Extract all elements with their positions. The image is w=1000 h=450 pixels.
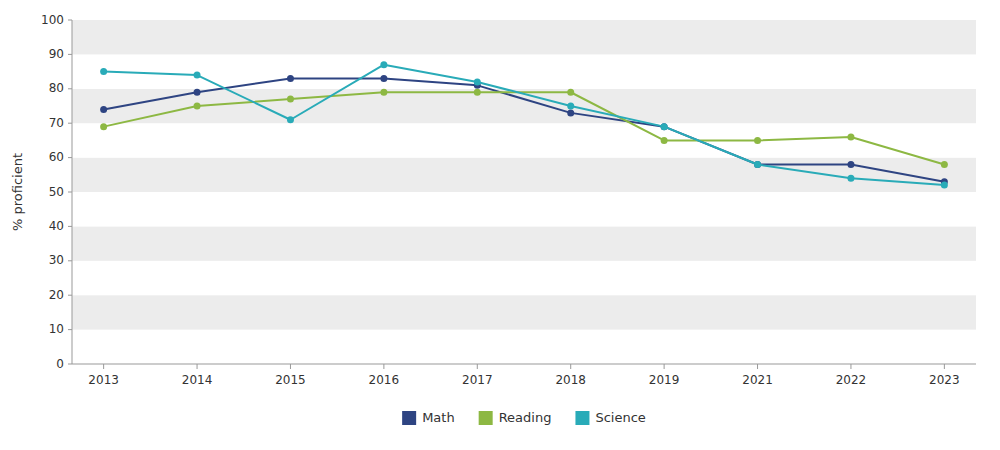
point [847,133,854,140]
legend-swatch [479,411,493,425]
point [474,78,481,85]
point [754,137,761,144]
point [194,89,201,96]
x-tick [383,364,384,369]
x-tick [103,364,104,369]
y-tick [68,295,72,296]
point [754,161,761,168]
point [380,75,387,82]
y-tick [68,157,72,158]
y-tick-label: 70 [49,116,64,130]
axes: 0 10 20 30 40 50 60 70 80 90 100 2013 2014 2015 2016 20… [41,13,976,388]
plot-area [100,61,948,188]
legend-item: Math [402,410,455,426]
legend-swatch [402,411,416,425]
point [380,61,387,68]
point [567,103,574,110]
point [661,123,668,130]
y-tick-label: 60 [49,150,64,164]
band [72,123,976,157]
band [72,330,976,364]
y-tick-label: 0 [56,357,64,371]
y-tick-label: 30 [49,253,64,267]
point [100,68,107,75]
y-tick-label: 20 [49,288,64,302]
point [194,72,201,79]
point [847,161,854,168]
point [941,161,948,168]
point [100,123,107,130]
x-tick-label: 2017 [462,373,493,387]
chart-container: 0 10 20 30 40 50 60 70 80 90 100 2013 2014 2015 2016 20… [0,0,1000,450]
x-tick [290,364,291,369]
y-tick [68,364,72,365]
y-axis-label: % proficient [10,153,25,231]
y-tick-label: 40 [49,219,64,233]
x-tick-label: 2018 [555,373,586,387]
x-tick [944,364,945,369]
x-tick-label: 2014 [182,373,213,387]
point [941,182,948,189]
legend-swatch [575,411,589,425]
band [72,192,976,226]
y-tick [68,20,72,21]
series-line [104,92,945,164]
point [661,137,668,144]
y-tick-label: 10 [49,322,64,336]
point [380,89,387,96]
x-tick-label: 2021 [742,373,773,387]
x-tick [197,364,198,369]
legend-item: Reading [479,410,552,426]
y-tick [68,123,72,124]
y-tick [68,192,72,193]
y-tick [68,226,72,227]
x-tick [850,364,851,369]
series-line [104,65,945,185]
y-tick-label: 100 [41,13,64,27]
x-tick-label: 2019 [649,373,680,387]
x-tick [664,364,665,369]
legend-label: Science [595,410,645,425]
legend-item: Science [575,410,645,426]
chart-svg: 0 10 20 30 40 50 60 70 80 90 100 2013 2014 2015 2016 20… [0,0,1000,450]
band [72,20,976,54]
point [474,89,481,96]
y-tick [68,88,72,89]
band [72,226,976,260]
y-tick [68,54,72,55]
band [72,158,976,192]
y-tick-label: 50 [49,185,64,199]
band [72,54,976,88]
x-tick-label: 2013 [88,373,119,387]
point [194,103,201,110]
point [100,106,107,113]
band [72,295,976,329]
y-tick-label: 90 [49,47,64,61]
x-axis-line [72,364,976,365]
point [847,175,854,182]
legend-label: Reading [499,410,552,425]
y-tick [68,260,72,261]
point [287,96,294,103]
y-tick-label: 80 [49,81,64,95]
point [754,161,761,168]
x-tick-label: 2023 [929,373,960,387]
bands [72,20,976,364]
x-tick [477,364,478,369]
band [72,261,976,295]
point [287,116,294,123]
x-tick [570,364,571,369]
y-tick [68,329,72,330]
point [567,89,574,96]
legend: Math Reading Science [402,410,646,426]
x-tick-label: 2015 [275,373,306,387]
legend-label: Math [422,410,455,425]
point [661,123,668,130]
x-tick [757,364,758,369]
x-tick-label: 2022 [836,373,867,387]
point [287,75,294,82]
point [567,109,574,116]
x-tick-label: 2016 [369,373,400,387]
